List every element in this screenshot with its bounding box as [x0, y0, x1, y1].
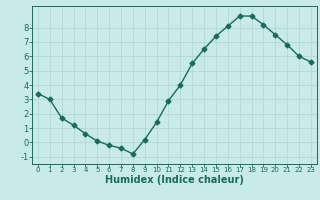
X-axis label: Humidex (Indice chaleur): Humidex (Indice chaleur): [105, 175, 244, 185]
